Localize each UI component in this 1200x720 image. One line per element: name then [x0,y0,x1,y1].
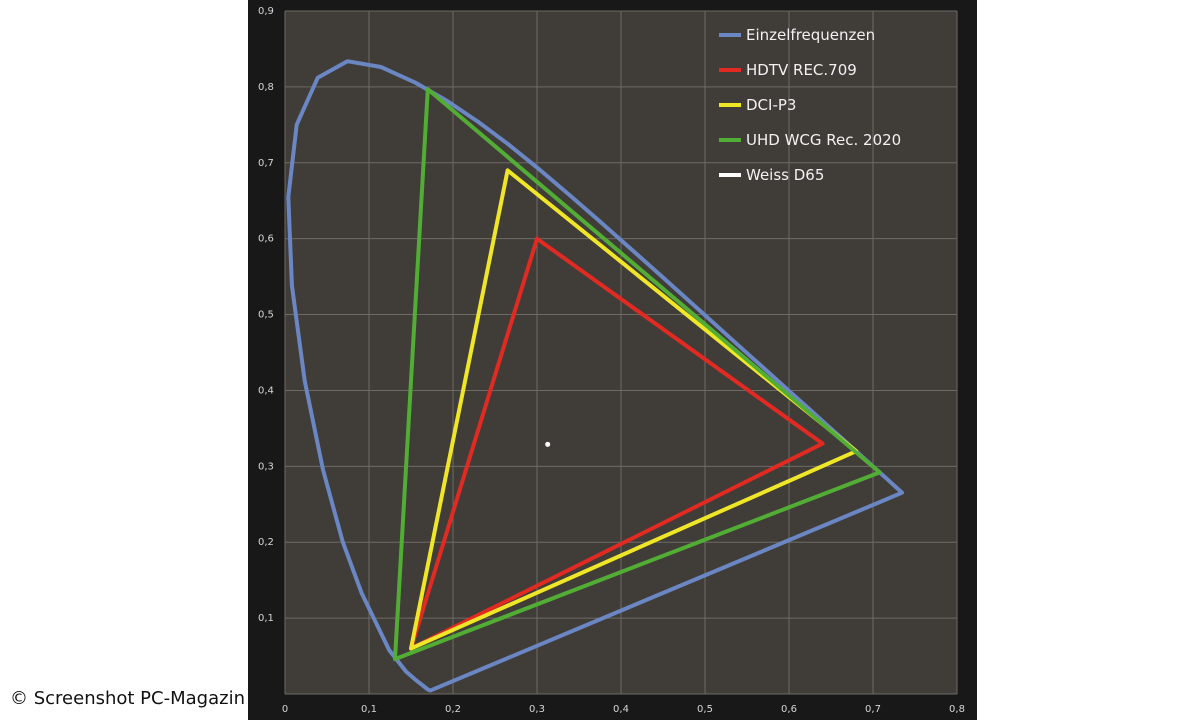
x-tick-label: 0,2 [445,704,461,715]
y-tick-label: 0,6 [258,234,274,245]
y-tick-label: 0,8 [258,82,274,93]
y-tick-label: 0,7 [258,158,274,169]
series-layer [286,59,905,693]
y-tick-label: 0,3 [258,461,274,472]
grid-lines [284,10,958,695]
series-2-outline [409,168,859,651]
x-tick-label: 0,8 [949,704,965,715]
legend-label: HDTV REC.709 [746,61,857,79]
x-tick-label: 0 [282,704,288,715]
legend: Einzelfrequenzen HDTV REC.709 DCI-P3 UHD WC… [719,26,901,184]
chart-panel: 0 0,1 0,2 0,3 0,4 0,5 0,6 0,7 0,8 0,9 0,8 0,7 0,6 0,5… [248,0,977,720]
x-tick-label: 0,6 [781,704,797,715]
cie-chromaticity-chart: 0 0,1 0,2 0,3 0,4 0,5 0,6 0,7 0,8 0,9 0,8 0,7 0,6 0,5… [258,6,965,715]
x-tick-label: 0,4 [613,704,629,715]
series-1-outline [409,236,825,651]
y-tick-label: 0,9 [258,6,274,17]
white-point-d65 [545,441,551,447]
x-tick-label: 0,3 [529,704,545,715]
x-tick-label: 0,1 [361,704,377,715]
y-tick-label: 0,2 [258,537,274,548]
y-tick-label: 0,1 [258,613,274,624]
x-tick-label: 0,5 [697,704,713,715]
series-3-outline [393,87,882,662]
legend-label: Weiss D65 [746,166,824,184]
legend-label: DCI-P3 [746,96,796,114]
tick-labels: 0 0,1 0,2 0,3 0,4 0,5 0,6 0,7 0,8 0,9 0,8 0,7 0,6 0,5… [258,6,965,715]
y-tick-label: 0,5 [258,310,274,321]
x-tick-label: 0,7 [865,704,881,715]
legend-label: Einzelfrequenzen [746,26,875,44]
y-tick-label: 0,4 [258,385,274,396]
copyright-credit: © Screenshot PC-Magazin [10,688,245,709]
legend-label: UHD WCG Rec. 2020 [746,131,901,149]
